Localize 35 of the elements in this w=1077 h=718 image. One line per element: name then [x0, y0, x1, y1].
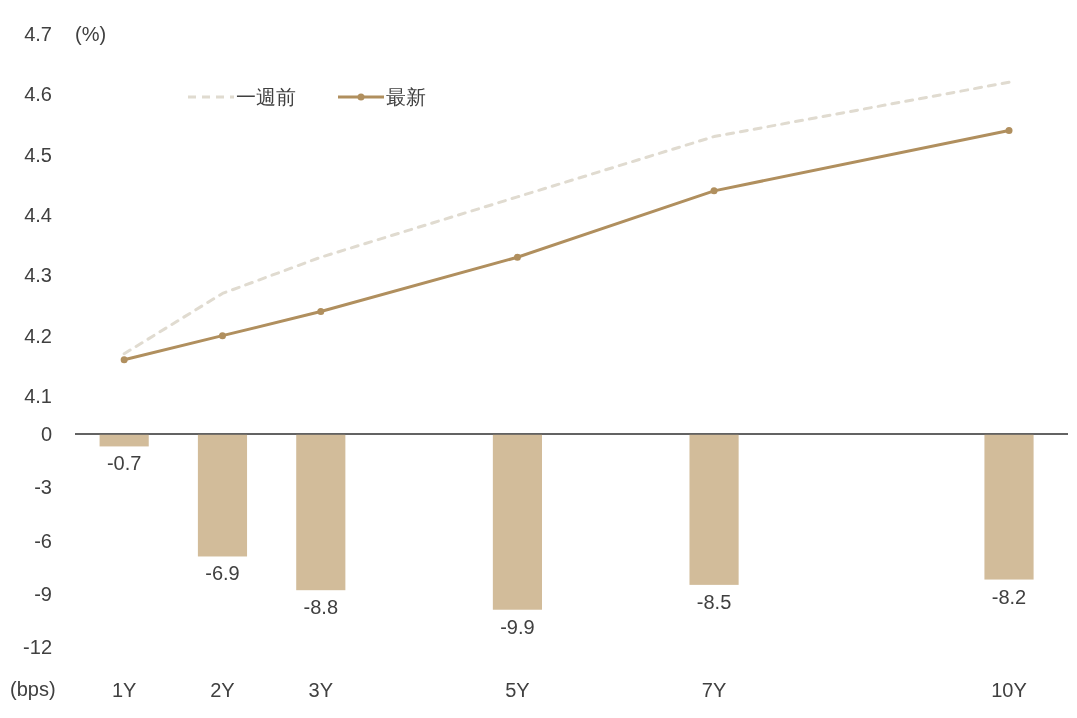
y-tick-label: 4.7: [24, 23, 52, 45]
data-label: -9.9: [500, 615, 535, 638]
data-label: -6.9: [205, 562, 240, 585]
y-tick-label: 0: [40, 423, 52, 445]
point: [513, 253, 521, 261]
x-tick-label: 1Y: [111, 679, 137, 701]
y-tick-label: 4.2: [24, 324, 52, 347]
y-tick-label: 4.4: [24, 204, 52, 226]
point: [317, 308, 325, 316]
x-tick-label: 3Y: [308, 679, 334, 701]
point: [710, 187, 718, 195]
x-tick-label: 2Y: [210, 679, 235, 701]
legend-label: 一週前: [236, 86, 296, 108]
data-label: -8.2: [991, 585, 1027, 608]
y-tick-label: -3: [34, 476, 52, 499]
y-tick-label: -9: [34, 582, 52, 605]
y-tick-label: 4.1: [24, 384, 52, 407]
y-axis-title: (bps): [10, 678, 56, 700]
line-series: [122, 80, 1011, 356]
data-label: -8.8: [303, 596, 339, 619]
legend-label: 最新: [386, 86, 426, 108]
x-tick-label: 5Y: [505, 679, 530, 701]
data-label: -0.7: [106, 452, 142, 475]
y-tick-label: -6: [34, 529, 52, 552]
x-tick-label: 10Y: [991, 679, 1027, 701]
x-tick-label: 7Y: [701, 679, 727, 701]
y-tick-label: -12: [23, 636, 52, 658]
y-tick-label: 4.6: [24, 83, 52, 106]
y-tick-label: 4.3: [24, 264, 52, 287]
point: [1005, 127, 1013, 135]
y-tick-label: 4.5: [24, 143, 52, 166]
y-axis-title: (%): [75, 23, 107, 45]
point: [120, 356, 128, 364]
point: [218, 332, 226, 340]
data-label: -8.5: [696, 590, 732, 613]
